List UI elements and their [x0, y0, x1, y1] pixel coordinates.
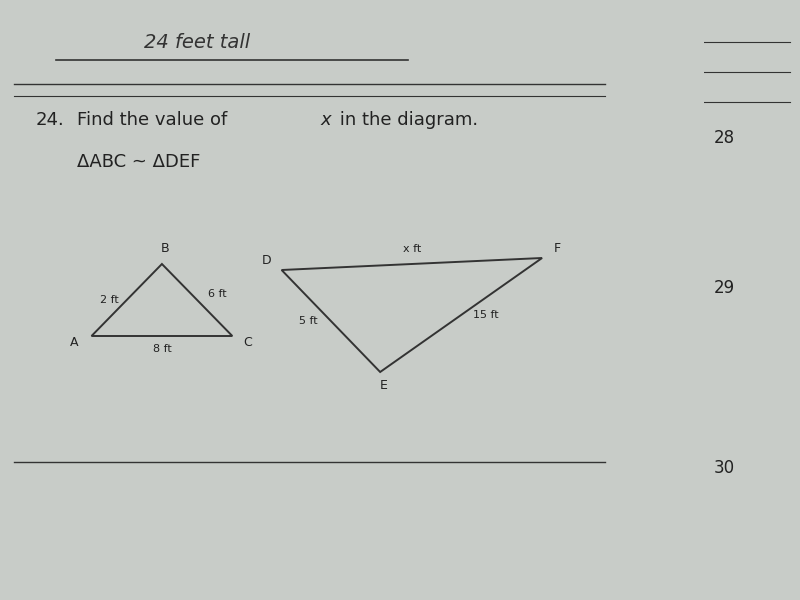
Text: 8 ft: 8 ft	[153, 344, 171, 354]
Text: A: A	[70, 335, 78, 349]
Text: 29: 29	[714, 279, 734, 297]
Text: F: F	[554, 242, 561, 256]
Text: 2 ft: 2 ft	[100, 295, 118, 305]
Text: 28: 28	[714, 129, 734, 147]
Text: 24.: 24.	[35, 111, 64, 129]
Text: 6 ft: 6 ft	[207, 289, 226, 299]
Text: 24 feet tall: 24 feet tall	[144, 32, 250, 52]
Text: 30: 30	[714, 459, 734, 477]
Text: D: D	[262, 254, 271, 268]
Text: 15 ft: 15 ft	[473, 310, 498, 320]
Text: Find the value of: Find the value of	[78, 111, 234, 129]
Text: E: E	[380, 379, 388, 392]
Text: x: x	[320, 111, 331, 129]
Text: ΔABC ~ ΔDEF: ΔABC ~ ΔDEF	[78, 153, 201, 171]
Text: x ft: x ft	[402, 244, 421, 254]
Text: 5 ft: 5 ft	[299, 316, 318, 326]
Text: B: B	[161, 242, 170, 256]
Text: C: C	[243, 335, 252, 349]
Text: in the diagram.: in the diagram.	[334, 111, 478, 129]
